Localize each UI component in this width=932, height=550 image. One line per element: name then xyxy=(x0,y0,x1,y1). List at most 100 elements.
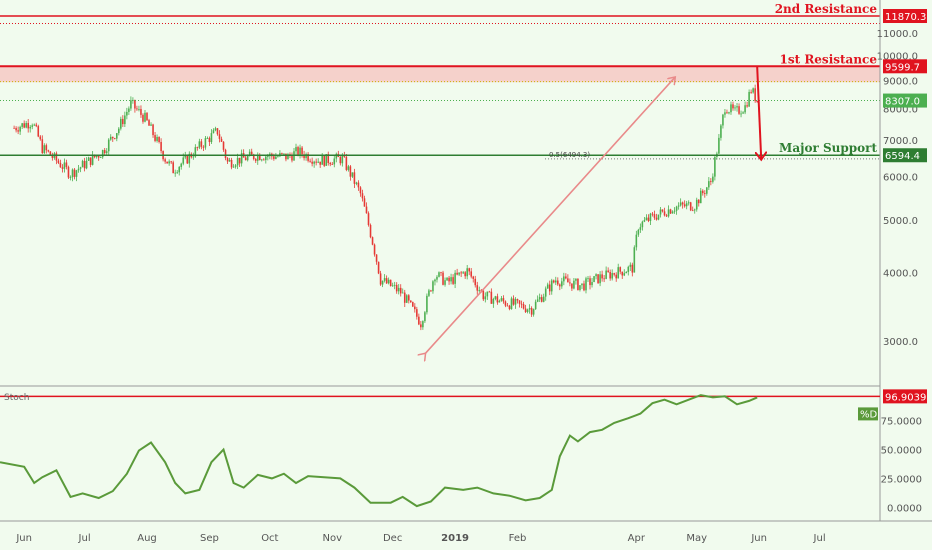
candle-body xyxy=(240,153,243,164)
candle-body xyxy=(122,118,124,125)
candle-body xyxy=(152,124,154,136)
candle-body xyxy=(732,104,734,109)
candle-body xyxy=(607,270,609,272)
candle-body xyxy=(67,166,70,178)
candle-body xyxy=(575,278,577,281)
candle-body xyxy=(454,272,456,284)
candle-body xyxy=(89,157,92,165)
candle-body xyxy=(216,128,219,135)
time-tick-label: Jul xyxy=(78,533,91,544)
candle-body xyxy=(349,166,352,177)
candle-body xyxy=(309,160,311,162)
candle-body xyxy=(204,138,207,148)
candle-body xyxy=(299,147,301,155)
candle-body xyxy=(95,155,98,158)
candle-body xyxy=(220,138,223,142)
candle-body xyxy=(470,271,473,277)
indicator-label: Stoch xyxy=(4,393,29,403)
candle-body xyxy=(728,112,730,114)
candle-body xyxy=(472,276,475,279)
candle-body xyxy=(621,271,624,276)
candle-body xyxy=(567,278,569,283)
candle-body xyxy=(91,154,94,165)
candle-body xyxy=(315,161,317,163)
candle-body xyxy=(689,202,692,211)
candle-body xyxy=(297,147,299,155)
stoch-level-tag xyxy=(883,389,927,404)
candle-body xyxy=(478,290,481,291)
candle-body xyxy=(434,279,436,282)
candle-body xyxy=(488,291,491,293)
candle-body xyxy=(61,167,64,169)
candle-body xyxy=(436,276,438,280)
candle-body xyxy=(617,267,620,279)
candle-body xyxy=(321,155,323,165)
candle-body xyxy=(397,287,400,292)
candle-body xyxy=(232,166,235,168)
candle-body xyxy=(150,124,152,126)
candle-body xyxy=(154,135,156,141)
candle-body xyxy=(202,146,205,148)
price-tick-label: 4000.0 xyxy=(883,269,918,280)
candle-body xyxy=(730,104,732,113)
candle-body xyxy=(192,156,195,158)
time-axis[interactable]: Jun Jul Aug Sep Oct Nov Dec 2019 Feb Apr May Jun Jul xyxy=(15,533,825,544)
candle-body xyxy=(49,151,52,156)
candle-body xyxy=(559,284,561,287)
candle-body xyxy=(267,156,269,157)
last-price-tag-text: 8307.0 xyxy=(885,97,920,108)
candle-body xyxy=(498,300,501,303)
candle-body xyxy=(722,114,724,126)
candle-body xyxy=(587,278,589,280)
candle-body xyxy=(339,157,342,164)
candle-body xyxy=(311,161,313,164)
candle-body xyxy=(405,295,408,303)
price-axis[interactable]: 3000.0 4000.0 5000.0 6000.0 7000.0 8000.0 9000… xyxy=(877,9,927,348)
candle-body xyxy=(295,147,297,152)
candle-body xyxy=(462,272,464,274)
time-tick-label: Sep xyxy=(200,533,219,544)
stoch-d-line xyxy=(0,394,758,508)
candle-body xyxy=(188,153,191,164)
first-resistance-tag xyxy=(883,59,927,74)
candle-body xyxy=(303,154,305,159)
candle-body xyxy=(655,217,658,220)
candle-body xyxy=(659,209,662,215)
candle-body xyxy=(514,299,517,305)
candle-body xyxy=(597,274,599,284)
candle-body xyxy=(639,227,642,230)
time-tick-label: Dec xyxy=(383,533,402,544)
candle-body xyxy=(476,285,479,291)
candle-body xyxy=(458,272,460,275)
resistance-zone xyxy=(0,66,880,83)
candle-body xyxy=(359,187,362,194)
candle-body xyxy=(200,141,203,147)
candle-body xyxy=(516,299,519,301)
candle-body xyxy=(118,128,120,134)
candle-body xyxy=(281,153,283,154)
candle-body xyxy=(748,91,750,107)
candle-body xyxy=(375,254,378,262)
candle-body xyxy=(323,155,326,166)
candle-body xyxy=(605,270,607,279)
candle-body xyxy=(369,224,372,238)
candle-body xyxy=(510,298,513,310)
candle-body xyxy=(651,213,654,215)
candle-body xyxy=(101,150,104,158)
stoch-axis[interactable]: 0.0000 25.0000 50.0000 75.0000 96.9039 %D xyxy=(858,389,927,514)
candle-body xyxy=(47,150,50,152)
candle-body xyxy=(393,284,396,286)
candle-body xyxy=(744,105,746,113)
candle-body xyxy=(79,167,82,169)
candle-body xyxy=(649,213,652,222)
candle-body xyxy=(387,279,390,284)
candle-body xyxy=(490,291,493,304)
candle-body xyxy=(629,264,632,267)
candle-body xyxy=(107,139,110,152)
candle-body xyxy=(524,308,527,313)
candle-body xyxy=(236,157,239,166)
candle-body xyxy=(500,298,503,301)
candle-body xyxy=(371,237,374,245)
candle-body xyxy=(35,124,38,127)
candle-body xyxy=(317,161,319,163)
